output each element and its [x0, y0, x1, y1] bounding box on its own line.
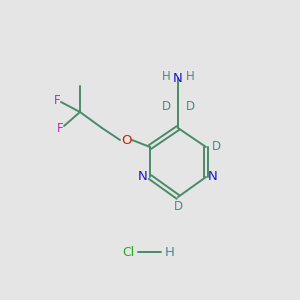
Text: H: H [186, 70, 194, 83]
Text: N: N [173, 71, 183, 85]
Text: N: N [138, 170, 148, 184]
Text: Cl: Cl [122, 245, 134, 259]
Text: D: D [185, 100, 195, 112]
Text: H: H [162, 70, 170, 83]
Text: D: D [161, 100, 171, 112]
Text: O: O [121, 134, 131, 146]
Text: H: H [165, 245, 175, 259]
Text: D: D [173, 200, 183, 214]
Text: N: N [208, 170, 218, 184]
Text: F: F [54, 94, 60, 106]
Text: F: F [57, 122, 63, 134]
Text: D: D [212, 140, 220, 154]
